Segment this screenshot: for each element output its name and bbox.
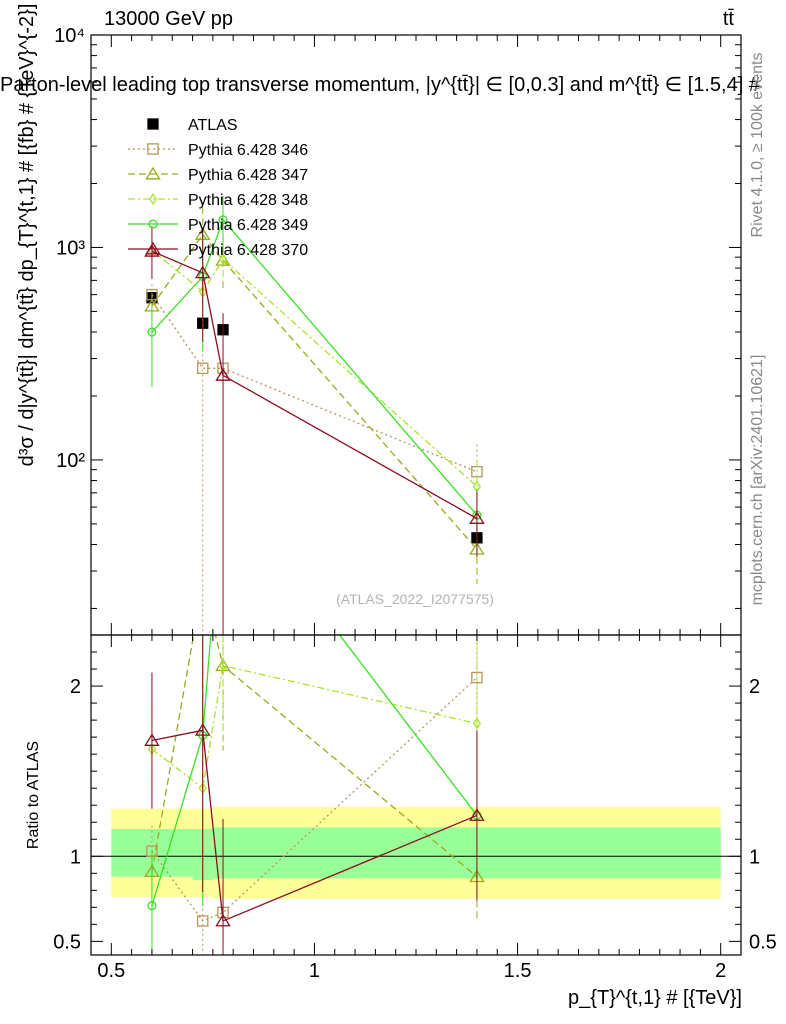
ratio-series-p370 (144, 635, 485, 955)
series-line (151, 249, 478, 487)
ratio-line (151, 635, 478, 878)
point-marker (196, 915, 209, 927)
legend-label: Pythia 6.428 346 (188, 142, 308, 159)
point-marker (215, 368, 231, 381)
y-tick-label: 10² (56, 450, 85, 472)
series-line (151, 218, 478, 516)
point-marker (194, 723, 211, 736)
watermark-analysis-id: (ATLAS_2022_I2077575) (336, 591, 494, 607)
legend-label: Pythia 6.428 349 (188, 217, 308, 234)
x-axis-label: p_{T}^{t,1} # [{TeV}] (568, 987, 742, 1009)
series-p347 (144, 207, 485, 585)
side-label-mcplots: mcplots.cern.ch [arXiv:2401.10621] (749, 355, 766, 606)
point-marker (147, 327, 157, 337)
point-marker (218, 659, 228, 672)
legend-entry-p348: Pythia 6.428 348 (128, 192, 308, 209)
legend-label: ATLAS (188, 117, 238, 134)
point-marker (469, 808, 485, 821)
point-marker (147, 901, 157, 911)
axis-ticks: 0.5 1 1.5 2 10² 10³ 10⁴ 0.5 0.5 1 1 2 2 (53, 25, 777, 982)
ratio-line (151, 729, 478, 922)
ratio-line (151, 635, 478, 906)
legend-label: Pythia 6.428 348 (188, 192, 308, 209)
point-marker (145, 166, 161, 180)
series-line (151, 250, 478, 520)
band-inner-segment (212, 827, 721, 879)
legend-entry-atlas: ATLAS (147, 117, 238, 134)
point-marker (144, 733, 160, 746)
ratio-panel-series (144, 635, 485, 955)
series-line (151, 294, 478, 473)
ratio-panel-frame (90, 634, 742, 956)
point-marker (215, 913, 231, 927)
title: Parton-level leading top transverse mome… (0, 74, 761, 96)
ratio-y-tick-label: 1 (70, 846, 81, 868)
legend-entry-p347: Pythia 6.428 347 (128, 166, 308, 184)
ratio-y-tick-label: 2 (70, 676, 81, 698)
point-marker (196, 362, 209, 375)
ratio-y-tick-label-right: 1 (749, 846, 760, 868)
y-tick-label: 10³ (56, 237, 85, 259)
x-tick-label: 0.5 (97, 960, 125, 982)
x-tick-label: 1.5 (504, 960, 532, 982)
legend-entry-p349: Pythia 6.428 349 (128, 217, 308, 234)
series-atlas (146, 292, 483, 544)
legend-entry-p346: Pythia 6.428 346 (128, 142, 308, 159)
main-ylabel: d³σ / d|y^{tt̄}| dm^{tt̄} dp_{T}^{t,1} #… (16, 4, 38, 467)
ratio-y-tick-label-right: 2 (749, 676, 760, 698)
point-marker (218, 253, 228, 266)
legend-label: Pythia 6.428 370 (188, 242, 308, 259)
ratio-line (151, 677, 478, 922)
series-p346 (146, 284, 483, 635)
point-marker (194, 265, 211, 279)
y-tick-label: 10⁴ (54, 25, 85, 47)
ratio-uncertainty-band (91, 806, 741, 899)
series-p370 (144, 226, 485, 635)
point-marker (148, 193, 158, 205)
ratio-y-tick-label: 0.5 (53, 931, 81, 953)
point-marker (218, 215, 228, 225)
point-marker (148, 219, 158, 229)
ratio-line (151, 664, 478, 790)
point-marker (145, 241, 161, 255)
point-marker (469, 511, 485, 524)
point-marker (471, 671, 483, 684)
series-line (151, 233, 478, 550)
legend-entry-p370: Pythia 6.428 370 (128, 241, 308, 259)
x-tick-label: 1 (309, 960, 320, 982)
process-label: tt̄ (722, 8, 734, 30)
energy-label: 13000 GeV pp (104, 8, 233, 30)
point-marker (147, 118, 159, 130)
x-tick-label: 2 (715, 960, 726, 982)
legend: ATLAS Pythia 6.428 346 Pythia 6.428 347 Pyt… (128, 117, 308, 259)
side-label-rivet: Rivet 4.1.0, ≥ 100k events (749, 53, 766, 238)
legend-label: Pythia 6.428 347 (188, 167, 308, 184)
point-marker (472, 717, 482, 730)
ratio-y-tick-label-right: 0.5 (749, 931, 777, 953)
main-panel-series (144, 195, 485, 635)
point-marker (147, 143, 159, 155)
ratio-ylabel: Ratio to ATLAS (25, 741, 42, 849)
